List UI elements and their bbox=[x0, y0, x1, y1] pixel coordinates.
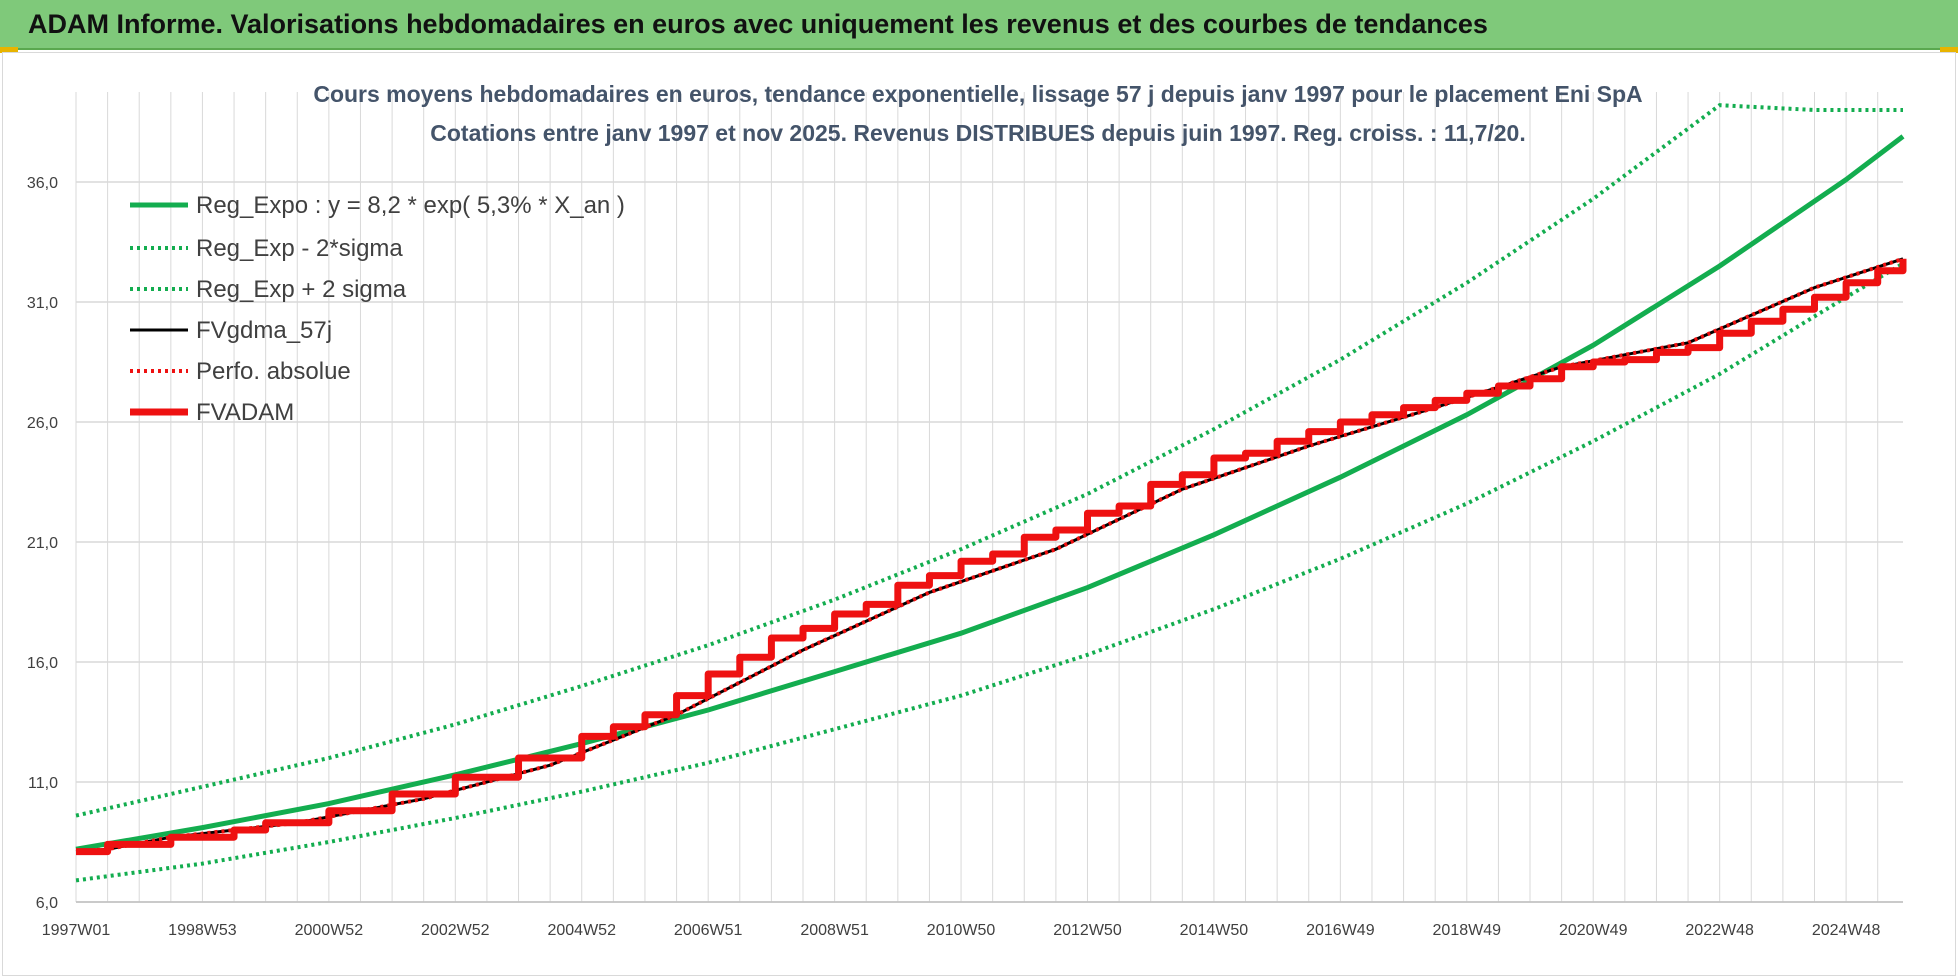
x-tick-label: 2014W50 bbox=[1180, 922, 1249, 939]
x-tick-label: 2008W51 bbox=[800, 922, 869, 939]
chart-title-line-2: Cotations entre janv 1997 et nov 2025. R… bbox=[430, 120, 1525, 146]
y-tick-label: 11,0 bbox=[28, 775, 58, 792]
corner-accent-right bbox=[1940, 47, 1958, 53]
x-tick-label: 1998W53 bbox=[168, 922, 237, 939]
y-tick-label: 6,0 bbox=[36, 895, 58, 912]
chart-frame bbox=[2, 52, 1956, 976]
x-tick-label: 2016W49 bbox=[1306, 922, 1375, 939]
x-tick-label: 2006W51 bbox=[674, 922, 743, 939]
top-banner: ADAM Informe. Valorisations hebdomadaire… bbox=[0, 0, 1958, 50]
x-tick-label: 2020W49 bbox=[1559, 922, 1628, 939]
series-line-5 bbox=[76, 258, 1907, 856]
y-tick-label: 26,0 bbox=[27, 415, 58, 432]
legend-label-5: FVADAM bbox=[196, 399, 294, 426]
x-tick-label: 2010W50 bbox=[927, 922, 996, 939]
x-tick-label: 2000W52 bbox=[295, 922, 364, 939]
x-tick-label: 2004W52 bbox=[547, 922, 616, 939]
legend: Reg_Expo : y = 8,2 * exp( 5,3% * X_an ) R… bbox=[130, 192, 625, 426]
legend-label-3: FVgdma_57j bbox=[196, 317, 332, 344]
banner-title: ADAM Informe. Valorisations hebdomadaire… bbox=[28, 9, 1488, 39]
series-line-0 bbox=[75, 134, 1905, 852]
x-tick-label: 2024W48 bbox=[1812, 922, 1881, 939]
corner-accent-left bbox=[0, 47, 18, 53]
y-tick-label: 31,0 bbox=[27, 295, 58, 312]
y-tick-label: 36,0 bbox=[27, 175, 58, 192]
grid-layer bbox=[75, 92, 1903, 903]
x-tick-label: 1997W01 bbox=[42, 922, 111, 939]
y-tick-label: 21,0 bbox=[27, 535, 58, 552]
y-tick-label: 16,0 bbox=[27, 655, 58, 672]
series-line-2 bbox=[75, 103, 1903, 818]
x-tick-label: 2022W48 bbox=[1685, 922, 1754, 939]
legend-label-1: Reg_Exp - 2*sigma bbox=[196, 235, 403, 262]
series-layer bbox=[75, 103, 1907, 883]
legend-label-2: Reg_Exp + 2 sigma bbox=[196, 276, 407, 303]
x-tick-label: 2002W52 bbox=[421, 922, 490, 939]
chart-title-line-1: Cours moyens hebdomadaires en euros, ten… bbox=[313, 81, 1642, 107]
legend-label-0: Reg_Expo : y = 8,2 * exp( 5,3% * X_an ) bbox=[196, 192, 625, 219]
axis-layer: 6,0 11,0 16,0 21,0 26,0 31,0 36,0 1997W01 1998W5… bbox=[27, 175, 1903, 939]
x-tick-label: 2012W50 bbox=[1053, 922, 1122, 939]
legend-label-4: Perfo. absolue bbox=[196, 358, 351, 385]
x-tick-label: 2018W49 bbox=[1433, 922, 1502, 939]
